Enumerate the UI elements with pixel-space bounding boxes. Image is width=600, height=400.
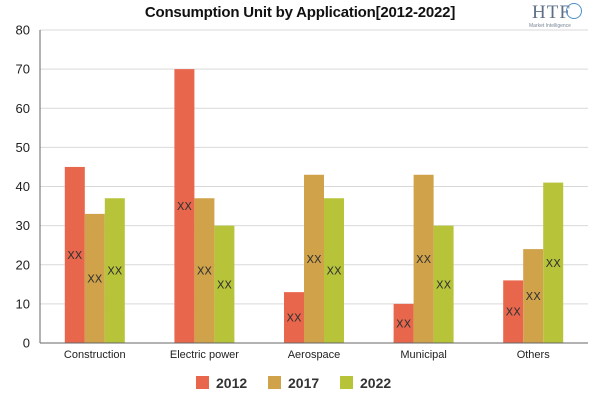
y-tick-label: 70 [16, 62, 30, 77]
bar-2017-municipal [413, 174, 434, 343]
data-label: XX [526, 290, 542, 303]
data-label: XX [416, 253, 432, 266]
x-category-label: Aerospace [288, 349, 341, 361]
y-tick-label: 60 [16, 101, 30, 116]
logo-brand: HTF [532, 2, 571, 23]
bar-2022-construction [104, 198, 125, 343]
data-label: XX [546, 257, 562, 270]
data-labels: XX XX XX XX XX XX XX XX XX XX XX XX XX XX XX [67, 200, 561, 330]
data-label: XX [436, 278, 452, 291]
data-label: XX [87, 272, 103, 285]
axes [39, 30, 588, 344]
y-tick-label: 80 [16, 23, 30, 38]
bar-2017-others [523, 249, 544, 343]
data-label: XX [286, 312, 302, 325]
y-tick-label: 20 [16, 257, 30, 272]
bar-2012-construction [64, 166, 85, 343]
htf-logo: HTF Market Intelligence [526, 2, 596, 32]
bar-2022-electric-power [214, 225, 235, 343]
bar-2012-electric-power [174, 69, 195, 343]
legend-label-2022: 2022 [360, 375, 391, 391]
data-label: XX [506, 306, 522, 319]
data-label: XX [217, 278, 233, 291]
data-label: XX [67, 249, 83, 262]
legend-label-2012: 2012 [216, 375, 247, 391]
bar-2022-municipal [433, 225, 454, 343]
bar-2017-construction [84, 213, 105, 343]
bar-2012-municipal [393, 303, 414, 343]
bar-2022-others [543, 182, 564, 343]
x-category-label: Electric power [170, 349, 239, 361]
legend: 2012 2017 2022 [196, 375, 391, 391]
data-label: XX [107, 265, 123, 278]
bars [64, 69, 564, 343]
chart-title: Consumption Unit by Application[2012-202… [144, 4, 456, 21]
legend-swatch-2012 [196, 376, 209, 389]
y-tick-label: 0 [23, 336, 30, 351]
logo-tagline: Market Intelligence [529, 23, 571, 29]
data-label: XX [197, 265, 213, 278]
bar-2022-aerospace [324, 198, 344, 343]
x-category-label: Others [517, 349, 551, 361]
y-axis-ticks: 0 10 20 30 40 50 60 70 80 [16, 23, 30, 351]
y-tick-label: 50 [16, 140, 30, 155]
bar-2017-electric-power [194, 198, 215, 343]
legend-swatch-2017 [268, 376, 281, 389]
legend-label-2017: 2017 [288, 375, 319, 391]
bar-2017-aerospace [304, 174, 324, 343]
bar-2012-others [503, 280, 524, 343]
y-tick-label: 40 [16, 179, 30, 194]
globe-icon [566, 3, 582, 19]
x-category-label: Municipal [400, 349, 446, 361]
data-label: XX [177, 200, 193, 213]
data-label: XX [396, 317, 412, 330]
bar-2012-aerospace [284, 292, 304, 343]
y-tick-label: 10 [16, 296, 30, 311]
legend-swatch-2022 [340, 376, 353, 389]
data-label: XX [326, 265, 342, 278]
x-axis-categories: Construction Electric power Aerospace Munic… [64, 349, 550, 361]
x-category-label: Construction [64, 349, 126, 361]
y-tick-label: 30 [16, 218, 30, 233]
data-label: XX [306, 253, 322, 266]
